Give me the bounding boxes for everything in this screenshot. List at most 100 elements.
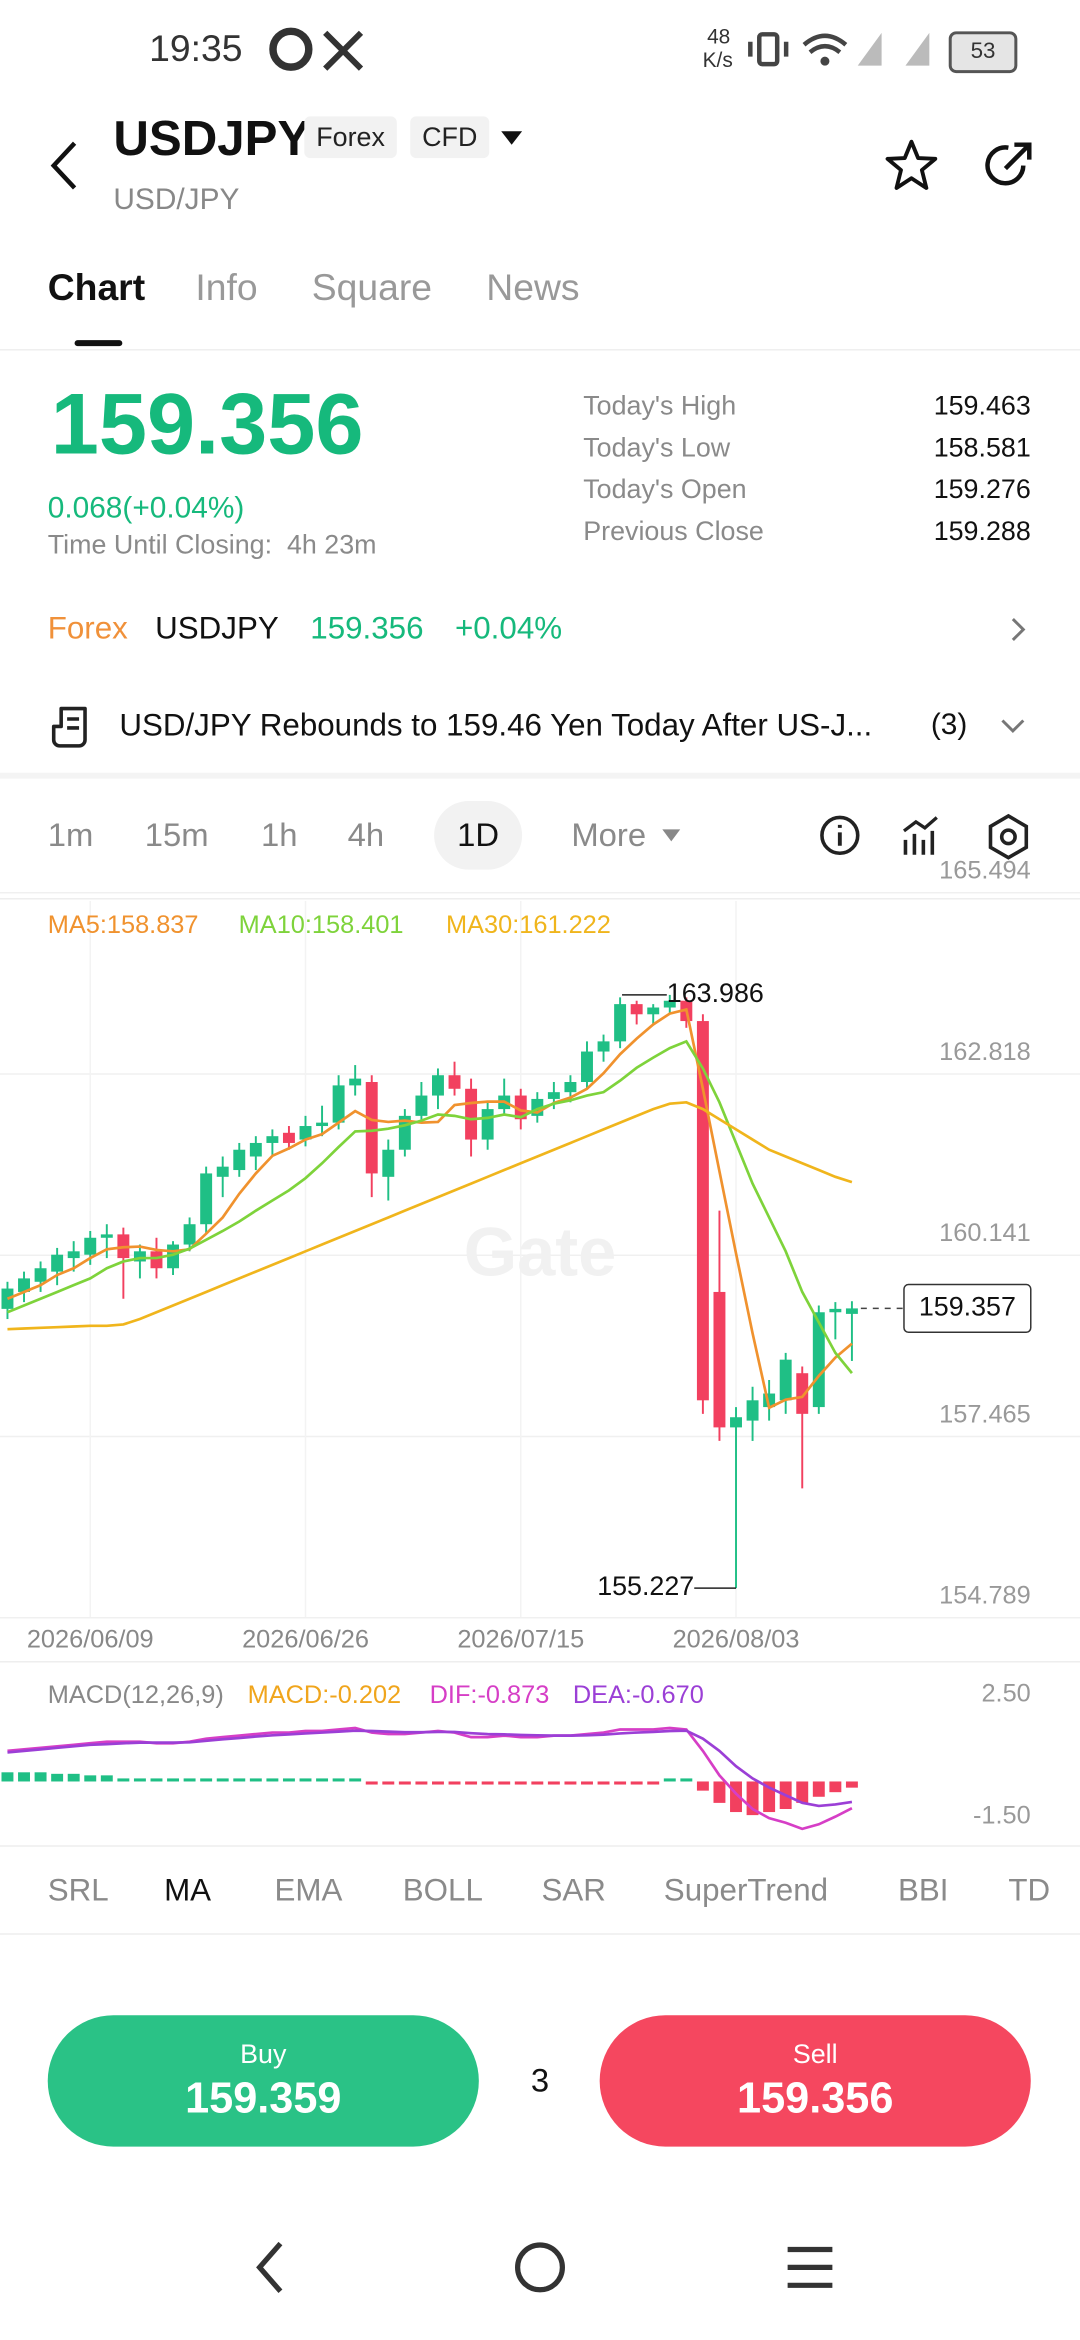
chart-tools[interactable] — [817, 813, 1032, 861]
indicator-tab[interactable]: BBI — [898, 1873, 949, 1908]
net-unit: K/s — [702, 47, 733, 72]
candle-body — [796, 1373, 809, 1414]
interval[interactable]: 1m — [47, 815, 94, 854]
macd-bar — [84, 1775, 97, 1782]
candle-body — [150, 1251, 163, 1269]
divider — [0, 898, 1080, 900]
candle-body — [200, 1173, 213, 1225]
back-button[interactable] — [45, 139, 90, 193]
macd-bar — [183, 1778, 196, 1782]
indicator-tab[interactable]: BOLL — [402, 1873, 483, 1908]
tag: Forex — [304, 116, 397, 159]
buy-price: 159.359 — [185, 2074, 342, 2123]
chevron-right[interactable] — [1008, 616, 1029, 643]
candle-body — [349, 1078, 362, 1086]
tab[interactable]: Info — [195, 267, 258, 309]
candle-body — [84, 1237, 97, 1255]
interval[interactable]: More — [571, 815, 647, 854]
interval[interactable]: 1D — [457, 815, 500, 854]
interval[interactable]: 4h — [347, 815, 385, 854]
subtitle: USD/JPY — [113, 183, 240, 217]
market[interactable]: Forex — [47, 611, 128, 646]
tag: CFD — [410, 116, 490, 159]
chevron-down[interactable] — [999, 716, 1026, 737]
macd-bar — [630, 1781, 643, 1785]
share-button[interactable] — [982, 139, 1036, 193]
candle-body — [597, 1041, 610, 1052]
y-tick-label: 154.789 — [939, 1582, 1031, 1610]
dropdown-arrow[interactable] — [498, 128, 525, 149]
indicator-tab[interactable]: EMA — [274, 1873, 343, 1908]
indicator-tab[interactable]: MA — [164, 1873, 212, 1908]
macd-bar — [117, 1778, 130, 1782]
macd-bar — [216, 1778, 229, 1782]
candle-body — [316, 1122, 329, 1127]
x-tick-label: 2026/08/03 — [673, 1626, 800, 1654]
macd-bar — [481, 1781, 494, 1785]
macd-bar — [680, 1778, 693, 1782]
last-price-label: 159.357 — [919, 1291, 1016, 1321]
more-arrow — [662, 829, 681, 842]
legend-label: DIF:-0.873 — [430, 1681, 550, 1709]
macd-bar — [415, 1781, 428, 1785]
indicator-tab[interactable]: TD — [1008, 1873, 1051, 1908]
macd-bar — [796, 1781, 809, 1803]
ticker-change: +0.04% — [454, 611, 563, 646]
candle-body — [299, 1126, 312, 1140]
macd-bar — [647, 1781, 660, 1785]
candle-body — [730, 1417, 742, 1428]
news-headline[interactable]: USD/JPY Rebounds to 159.46 Yen Today Aft… — [119, 708, 873, 743]
macd-bar — [829, 1781, 842, 1793]
ticker-price: 159.356 — [310, 611, 424, 646]
macd-bar — [299, 1778, 312, 1782]
candle-body — [34, 1268, 47, 1282]
tab[interactable]: Square — [311, 267, 433, 309]
sell-button[interactable] — [599, 2015, 1031, 2147]
macd-bar — [696, 1781, 709, 1791]
macd-bar — [233, 1778, 246, 1782]
tab[interactable]: Chart — [47, 267, 146, 309]
macd-bar — [514, 1781, 527, 1785]
high-label: 163.986 — [667, 978, 764, 1008]
candle-body — [481, 1109, 494, 1140]
interval[interactable]: 1h — [261, 815, 298, 854]
stat-value: 159.463 — [933, 390, 1031, 421]
candle-body — [216, 1166, 229, 1177]
candle-body — [647, 1007, 660, 1015]
tab[interactable]: News — [486, 267, 580, 309]
candle-body — [249, 1142, 262, 1157]
indicator-tab[interactable]: SAR — [541, 1873, 606, 1908]
nav-bar[interactable] — [239, 2235, 851, 2301]
price: 159.356 — [50, 375, 364, 473]
macd-bar — [349, 1778, 362, 1782]
price-change: 0.068(+0.04%) — [47, 492, 245, 526]
signal-icons — [748, 32, 930, 67]
macd-bar — [713, 1781, 726, 1803]
tab-indicator — [74, 340, 123, 347]
candle-body — [779, 1359, 792, 1401]
buy-button[interactable] — [47, 2015, 479, 2147]
battery — [948, 31, 1018, 74]
indicator-tab[interactable]: SuperTrend — [663, 1873, 829, 1908]
macd-bar — [1, 1772, 14, 1782]
ticker-symbol[interactable]: USDJPY — [155, 611, 279, 646]
candle-body — [465, 1088, 478, 1140]
candle-body — [133, 1251, 146, 1262]
candle-body — [829, 1308, 842, 1313]
macd-bar — [531, 1781, 544, 1785]
macd-bar — [448, 1781, 461, 1785]
stat-value: 158.581 — [933, 432, 1031, 463]
favorite-button[interactable] — [885, 139, 939, 193]
candle-body — [581, 1051, 593, 1083]
macd-bar — [431, 1781, 444, 1785]
divider — [0, 349, 1080, 351]
interval[interactable]: 15m — [144, 815, 209, 854]
closing-time: Time Until Closing: 4h 23m — [47, 529, 377, 560]
macd-bar — [465, 1781, 478, 1785]
macd-bar — [398, 1781, 411, 1785]
candle-body — [564, 1082, 577, 1093]
macd-title: MACD(12,26,9) — [48, 1681, 224, 1709]
indicator-tab[interactable]: SRL — [47, 1873, 109, 1908]
candle-body — [183, 1224, 196, 1245]
macd-bar — [614, 1781, 627, 1785]
